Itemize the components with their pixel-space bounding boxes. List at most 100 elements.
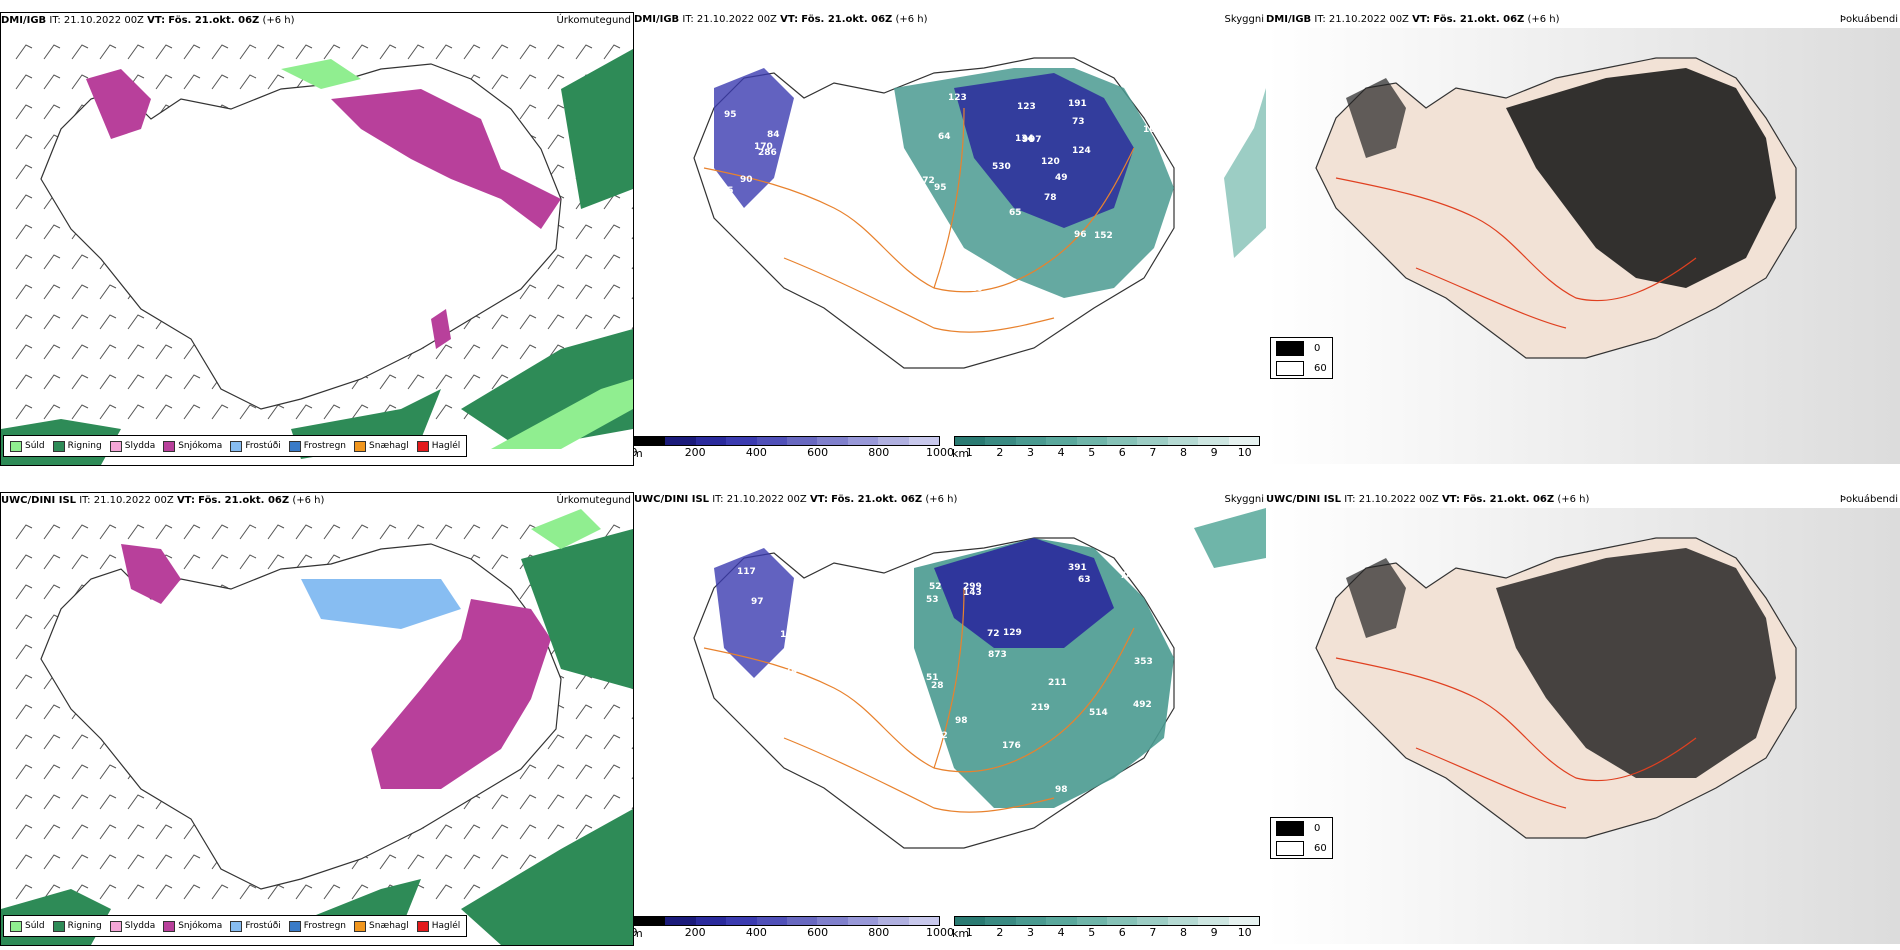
wind-barb (603, 704, 621, 720)
cloud-base-label: 123 (1017, 102, 1036, 112)
scale-step (787, 437, 818, 445)
cloud-base-label: 51 (926, 673, 939, 683)
fog-panel-top: DMI/IGB IT: 21.10.2022 00Z VT: Fös. 21.o… (1266, 12, 1900, 464)
drizzle-area (281, 59, 361, 89)
cloud-base-label: 65 (1009, 208, 1022, 218)
scale-step (985, 917, 1016, 925)
panel-title: Úrkomutegund (556, 495, 631, 506)
precip-legend-item: Snæhagl (354, 440, 409, 452)
scale-step (635, 437, 666, 445)
wind-barb (519, 74, 537, 90)
model-name: UWC/DINI ISL (1, 495, 77, 506)
fog-legend-item: 60 (1271, 838, 1332, 858)
precip-legend-item: Slydda (109, 440, 155, 452)
wind-barb (211, 74, 229, 90)
model-name: UWC/DINI ISL (1266, 494, 1342, 505)
wind-barb (71, 374, 89, 390)
valid-time: Fös. 21.okt. 06Z (1433, 14, 1525, 25)
scale-step (1076, 917, 1108, 925)
scale-tick: 8 (1180, 446, 1187, 459)
legend-label: Frostregn (303, 921, 347, 931)
wind-barb (351, 524, 369, 540)
legend-label: 60 (1314, 842, 1327, 854)
scale-step (635, 917, 666, 925)
model-name: DMI/IGB (1266, 14, 1312, 25)
fog-map[interactable] (1266, 508, 1900, 944)
wind-barb (211, 554, 229, 570)
wind-barb (547, 134, 565, 150)
wind-barb (127, 314, 145, 330)
precip-legend: Súld Rigning Slydda Snjókoma Frostúði Frostre… (3, 915, 468, 937)
wind-barb (379, 854, 397, 870)
wind-barb (547, 104, 565, 120)
valid-time: Fös. 21.okt. 06Z (1463, 494, 1555, 505)
scale-step (1198, 437, 1229, 445)
wind-barb (43, 224, 61, 240)
offset: (+6 h) (292, 495, 325, 506)
wind-barb (211, 884, 229, 900)
wind-barb (631, 326, 633, 330)
wind-barb (99, 854, 117, 870)
precip-map[interactable] (1, 29, 633, 465)
wind-barb (43, 554, 61, 570)
cloud-base-label: 129 (1003, 628, 1022, 638)
scale-step (1167, 917, 1199, 925)
ceiling-visibility-map[interactable]: 286 95 170 15 84 90 191 97 73 78 123 11 95 109 65 124 11… (634, 28, 1266, 448)
wind-barb (491, 374, 509, 390)
wind-barb (323, 884, 341, 900)
it-label: IT: (682, 14, 694, 25)
wind-barb (407, 44, 425, 60)
wind-barb (43, 404, 61, 420)
precip-legend-item: Slydda (109, 920, 155, 932)
cloud-base-label: 446 (924, 294, 943, 304)
scale-bar (954, 436, 1260, 446)
wind-barb (71, 734, 89, 750)
wind-barb (99, 824, 117, 840)
wind-barb (15, 794, 33, 810)
scale-bar (954, 916, 1260, 926)
cloud-base-label: 98 (1055, 785, 1068, 795)
wind-barb (43, 344, 61, 360)
wind-barb (491, 824, 509, 840)
wind-barb (15, 194, 33, 210)
wind-barb (463, 524, 481, 540)
legend-swatch (163, 440, 176, 452)
vt-label: VT: (780, 14, 799, 25)
issue-time: 21.10.2022 00Z (726, 494, 807, 505)
precip-map[interactable] (1, 509, 633, 945)
wind-barb (43, 104, 61, 120)
precip-legend: Súld Rigning Slydda Snjókoma Frostúði Frostre… (3, 435, 468, 457)
snow-area (86, 69, 151, 139)
fog-map[interactable] (1266, 28, 1900, 464)
legend-swatch (1276, 840, 1304, 856)
wind-barb (239, 404, 257, 420)
wind-barb (43, 794, 61, 810)
scale-step (1228, 437, 1260, 445)
wind-barb (71, 764, 89, 780)
ceiling-scale: 0 200 400 600 800 1000 m (634, 436, 954, 460)
wind-barb (15, 404, 33, 420)
precip-panel-top: DMI/IGB IT: 21.10.2022 00Z VT: Fös. 21.o… (0, 12, 634, 466)
cloud-base-label: 95 (934, 183, 947, 193)
legend-label: Snjókoma (178, 441, 223, 451)
scale-tick: 6 (1118, 926, 1126, 939)
it-label: IT: (49, 15, 61, 26)
wind-barb (15, 704, 33, 720)
legend-label: Snæhagl (369, 921, 409, 931)
wind-barb (575, 824, 593, 840)
wind-barb (99, 404, 117, 420)
wind-barb (15, 734, 33, 750)
legend-label: Súld (25, 441, 45, 451)
scale-step (1137, 437, 1168, 445)
cloud-base-label: 96 (1074, 230, 1087, 240)
panel-title: Skyggni (1224, 14, 1264, 25)
wind-barb (155, 854, 173, 870)
wind-barb (603, 254, 621, 270)
legend-swatch (1276, 340, 1304, 356)
wind-barb (71, 284, 89, 300)
cloud-base-label: 96 (1022, 135, 1035, 145)
cloud-base-label: 492 (1133, 700, 1152, 710)
panel-header: DMI/IGB IT: 21.10.2022 00Z VT: Fös. 21.o… (1, 13, 633, 29)
